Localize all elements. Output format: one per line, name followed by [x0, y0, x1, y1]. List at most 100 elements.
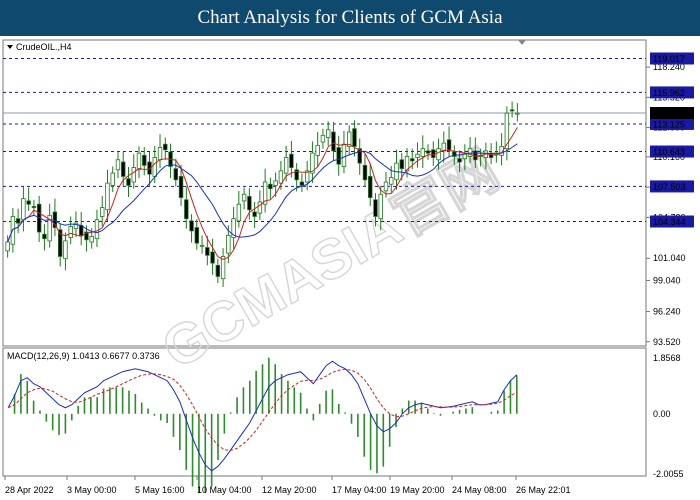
candle-body: [47, 214, 52, 242]
candle-body: [5, 241, 10, 252]
current-price-label-bg: [650, 107, 694, 119]
collapse-triangle-icon[interactable]: [7, 45, 13, 49]
symbol-label: CrudeOIL.,H4: [16, 42, 72, 52]
x-tick-label: 3 May 00:00: [67, 485, 117, 495]
candle-body: [236, 203, 242, 222]
candle-body: [147, 161, 152, 175]
level-label-bg: [650, 86, 694, 99]
candle-body: [509, 109, 515, 112]
candle-body: [504, 112, 510, 150]
candle-body: [299, 181, 305, 186]
candle-body: [178, 176, 184, 198]
candle-body: [441, 142, 447, 152]
candle-body: [247, 196, 252, 211]
candle-body: [63, 240, 68, 260]
candle-body: [121, 161, 126, 177]
candle-body: [457, 158, 462, 163]
candle-body: [94, 219, 100, 240]
candle-body: [404, 156, 410, 172]
candle-body: [362, 164, 368, 181]
level-label-bg: [650, 145, 694, 158]
candle-body: [294, 169, 299, 181]
candle-body: [446, 139, 452, 151]
chart-title: Chart Analysis for Clients of GCM Asia: [197, 7, 503, 28]
candle-body: [357, 148, 362, 164]
candle-body: [315, 144, 320, 156]
level-label: 107.503: [653, 182, 686, 192]
candle-body: [341, 143, 347, 167]
candle-body: [199, 244, 205, 247]
macd-signal-line: [7, 368, 518, 451]
candle-body: [57, 229, 63, 257]
candle-body: [283, 157, 289, 174]
price-tick-label: 118.240: [653, 62, 685, 72]
candle-body: [273, 180, 278, 186]
macd-line: [7, 360, 518, 472]
level-label: 115.962: [653, 88, 685, 98]
x-tick-label: 19 May 20:00: [390, 485, 445, 495]
chart-area: GCMASIA官网 CrudeOIL.,H4 MACD(12,26,9) 1.0…: [2, 39, 694, 495]
candle-body: [84, 231, 89, 241]
level-label-bg: [650, 117, 694, 130]
candle-body: [105, 182, 110, 211]
candle-body: [194, 227, 200, 244]
candle-body: [173, 168, 178, 181]
candle-body: [257, 201, 263, 214]
candle-body: [347, 131, 352, 147]
x-tick-label: 5 May 16:00: [135, 485, 185, 495]
candle-body: [304, 170, 310, 183]
candle-body: [399, 159, 404, 170]
candle-body: [152, 157, 157, 177]
candle-body: [278, 170, 284, 184]
candle-body: [378, 193, 383, 220]
candle-body: [252, 211, 257, 217]
candle-body: [15, 218, 21, 224]
candle-body: [320, 134, 326, 143]
candle-body: [131, 167, 136, 183]
level-label-bg: [650, 215, 694, 228]
level-label: 119.017: [653, 54, 685, 64]
candle-body: [499, 146, 504, 156]
chart-title-banner: Chart Analysis for Clients of GCM Asia: [0, 0, 700, 36]
candle-body: [310, 152, 315, 174]
candle-body: [68, 226, 73, 238]
candle-body: [21, 198, 26, 221]
candle-body: [100, 207, 105, 217]
current-price-label: 114.110: [653, 109, 684, 119]
candle-body: [220, 256, 226, 280]
price-tick-label: 96.240: [653, 307, 681, 317]
candle-body: [142, 154, 147, 166]
candle-body: [431, 149, 436, 158]
candle-body: [210, 251, 215, 264]
candle-body: [73, 222, 79, 230]
candle-body: [215, 264, 221, 277]
candle-body: [452, 151, 457, 157]
candle-body: [352, 128, 357, 147]
chart-shift-icon[interactable]: [518, 40, 526, 45]
candle-body: [515, 112, 520, 115]
candle-body: [373, 199, 378, 217]
candle-body: [262, 181, 268, 205]
candle-body: [425, 150, 431, 154]
candle-body: [436, 148, 441, 161]
candle-body: [89, 236, 94, 243]
x-tick-label: 12 May 20:00: [262, 485, 317, 495]
candle-body: [184, 199, 189, 220]
price-tick-label: 99.040: [653, 275, 681, 285]
candle-body: [241, 193, 247, 202]
candle-body: [415, 153, 420, 158]
macd-tick-label: -2.0055: [653, 469, 684, 479]
macd-label: MACD(12,26,9) 1.0413 0.6677 0.3736: [7, 351, 160, 361]
x-tick-label: 10 May 04:00: [197, 485, 252, 495]
candle-body: [42, 233, 47, 240]
candle-body: [110, 172, 115, 186]
candle-body: [331, 131, 336, 152]
candle-body: [52, 211, 58, 228]
candle-body: [226, 234, 231, 254]
candle-body: [157, 147, 163, 161]
level-label: 110.643: [653, 147, 685, 157]
candle-body: [268, 183, 273, 190]
level-label: 113.125: [653, 119, 685, 129]
x-tick-label: 26 May 22:01: [516, 485, 571, 495]
candle-body: [231, 218, 236, 238]
